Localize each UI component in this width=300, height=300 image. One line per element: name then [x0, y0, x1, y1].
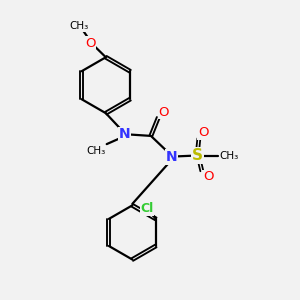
Text: O: O	[203, 170, 214, 183]
Text: O: O	[85, 37, 96, 50]
Text: N: N	[119, 128, 131, 141]
Text: O: O	[198, 126, 208, 139]
Text: CH₃: CH₃	[220, 151, 239, 160]
Text: O: O	[158, 106, 169, 119]
Text: CH₃: CH₃	[69, 21, 88, 31]
Text: CH₃: CH₃	[86, 146, 105, 156]
Text: S: S	[192, 148, 203, 163]
Text: Cl: Cl	[140, 202, 154, 215]
Text: N: N	[166, 150, 177, 164]
